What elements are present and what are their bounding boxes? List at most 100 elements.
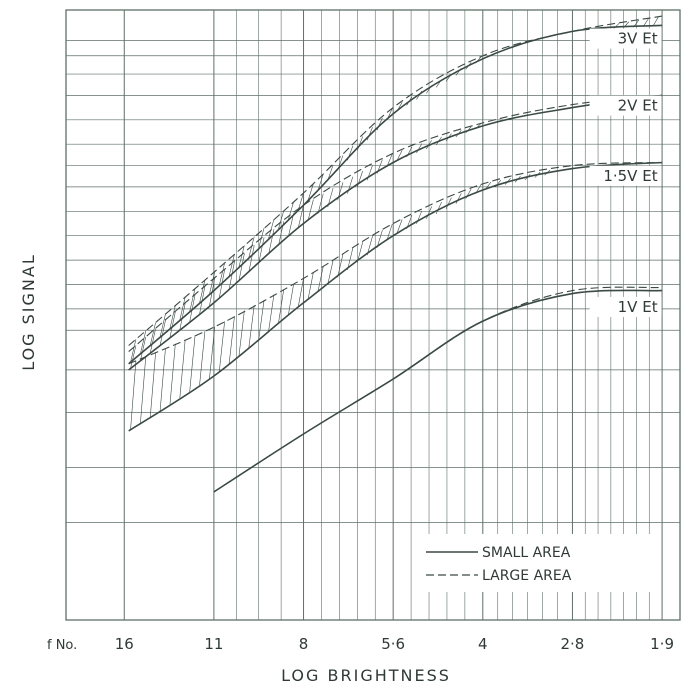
series-2-hatch-line — [189, 294, 196, 322]
series-3-hatch-line — [376, 230, 383, 248]
series-1-hatch-line — [140, 330, 147, 354]
curves — [128, 15, 663, 493]
curve-label-background — [589, 296, 662, 317]
series-1-hatch-line — [149, 322, 156, 346]
series-3-hatch-line — [159, 347, 166, 411]
series-1-hatch-line — [179, 296, 186, 320]
series-3-hatch-line — [278, 289, 285, 324]
series-2-hatch-line — [228, 261, 235, 290]
curve-label-background — [589, 28, 662, 49]
series-1-hatch-line — [288, 201, 294, 220]
series-3-hatch-line — [287, 283, 294, 316]
legend-label-2: LARGE AREA — [482, 568, 572, 584]
series-2-hatch-line — [140, 336, 147, 361]
x-tick-labels: 16 11 8 5·6 4 2·8 1·9 — [115, 635, 674, 653]
series-2-hatch-line — [288, 213, 294, 238]
x-tick-prefix: f No. — [47, 638, 77, 653]
series-3-hatch-line — [130, 360, 137, 430]
series-1-hatch-line — [199, 279, 206, 303]
series-2-large-area-line — [128, 94, 663, 353]
series-3-hatch-line — [327, 260, 334, 285]
series-3-hatch-line — [386, 223, 393, 241]
series-1-hatch-line — [189, 288, 196, 312]
series-3-hatch-line — [228, 315, 235, 364]
series-3-hatch-line — [455, 193, 462, 204]
curve-label-3: 1·5V Et — [603, 167, 657, 185]
series-3-hatch-line — [248, 305, 255, 348]
series-4-large-area-line — [213, 286, 663, 493]
series-1-hatch-line — [307, 183, 314, 201]
series-1-hatch-line — [268, 219, 275, 239]
series-3-hatch-line — [307, 272, 314, 300]
x-tick-label: 11 — [204, 635, 223, 653]
x-tick-label: 8 — [299, 635, 309, 653]
y-axis-label: LOG SIGNAL — [19, 253, 38, 371]
plot-frame — [65, 9, 681, 621]
series-3-hatch-line — [258, 299, 265, 340]
series-2-hatch-line — [248, 245, 255, 272]
series-1-hatch-line — [278, 210, 285, 230]
legend-background — [420, 534, 650, 592]
curve-label-4: 1V Et — [618, 298, 658, 316]
series-1-hatch-line — [169, 305, 176, 329]
series-3-hatch-line — [426, 206, 432, 219]
x-tick-label: 4 — [478, 635, 488, 653]
curve-label-1: 3V Et — [618, 30, 658, 48]
series-3-hatch-line — [317, 266, 324, 293]
series-2-hatch-line — [258, 237, 265, 264]
series-3-hatch-line — [189, 335, 196, 392]
series-3-hatch-line — [209, 326, 216, 379]
curve-label-2: 2V Et — [618, 97, 658, 115]
x-tick-label: 2·8 — [561, 635, 585, 653]
series-1-small-area-line — [128, 24, 663, 365]
series-3-small-area-line — [128, 161, 663, 432]
series-1-hatch-line — [209, 271, 216, 295]
series-3-hatch-line — [179, 339, 186, 398]
series-3-hatch-line — [357, 242, 363, 263]
curve-label-background — [589, 165, 662, 186]
series-3-hatch-line — [268, 294, 275, 332]
series-3-hatch-line — [169, 343, 176, 405]
series-2-hatch-line — [297, 205, 304, 229]
series-3-hatch-line — [396, 219, 403, 234]
series-3-large-area-line — [128, 161, 663, 365]
series-1-hatch-line — [297, 192, 304, 211]
x-tick-label: 5·6 — [381, 635, 405, 653]
series-2-hatch-line — [149, 328, 156, 354]
series-3-hatch-line — [238, 310, 245, 356]
series-2-hatch-line — [238, 253, 245, 281]
series-3-hatch-line — [445, 197, 452, 209]
legend: SMALL AREA LARGE AREA — [426, 545, 572, 584]
series-2-hatch-line — [179, 302, 186, 330]
series-2-hatch-line — [307, 199, 314, 221]
series-2-hatch-line — [268, 229, 275, 255]
series-2-hatch-line — [317, 193, 324, 214]
series-1-hatch-line — [228, 253, 235, 277]
series-1-hatch-line — [130, 339, 137, 363]
series-1-hatch-line — [159, 313, 166, 337]
series-2-hatch-line — [416, 143, 423, 154]
curve-labels: 3V Et 2V Et 1·5V Et 1V Et — [589, 28, 662, 317]
series-1-large-area-line — [128, 15, 663, 346]
series-2-hatch-line — [169, 311, 176, 338]
series-3-hatch-line — [297, 278, 304, 308]
x-tick-label: 16 — [115, 635, 134, 653]
series-3-hatch-line — [149, 352, 156, 418]
series-2-small-area-line — [128, 94, 663, 371]
series-2-hatch-line — [130, 345, 137, 369]
series-1-hatch-line — [317, 174, 324, 191]
series-3-hatch-line — [140, 356, 147, 424]
series-1-hatch-line — [652, 16, 659, 27]
x-tick-label: 1·9 — [650, 635, 674, 653]
series-3-hatch-line — [347, 248, 354, 270]
series-3-hatch-line — [199, 331, 206, 386]
series-3-hatch-line — [218, 321, 225, 372]
legend-label-1: SMALL AREA — [482, 545, 571, 561]
series-3-hatch-line — [337, 254, 344, 278]
series-1-hatch-line — [218, 262, 225, 286]
series-1-hatch-line — [238, 245, 245, 267]
series-2-hatch-line — [159, 319, 166, 346]
x-axis-label: LOG BRIGHTNESS — [281, 666, 451, 683]
series-3-hatch-line — [435, 201, 442, 214]
